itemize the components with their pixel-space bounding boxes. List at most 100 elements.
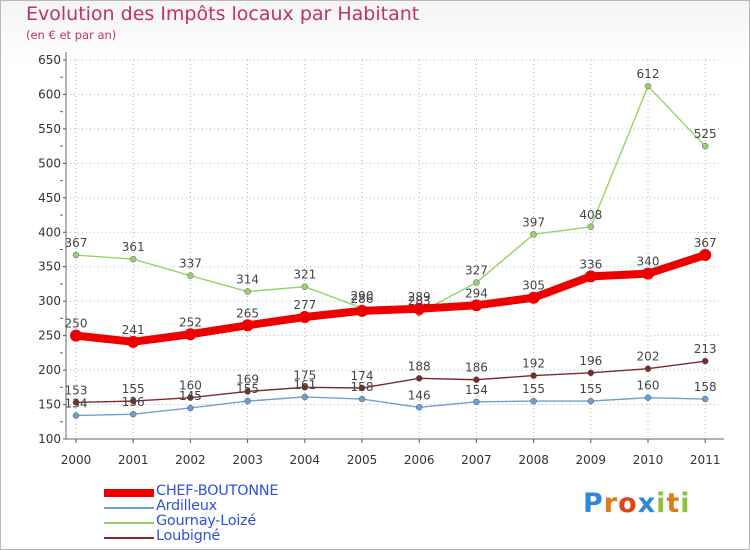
data-point (301, 384, 309, 391)
chart-title: Evolution des Impôts locaux par Habitant (26, 3, 420, 25)
legend-swatch (104, 507, 154, 509)
data-label: 202 (637, 350, 660, 364)
tick-labels: 100 150 200 250 300 350 400 450 500 550 600 650 2000… (38, 53, 720, 467)
x-tick-label: 2009 (576, 453, 607, 467)
data-point (187, 272, 194, 279)
data-point (587, 223, 595, 231)
chart-subtitle: (en € et par an) (26, 28, 117, 42)
data-label: 250 (65, 317, 88, 331)
x-tick-label: 2008 (518, 453, 549, 467)
x-tick-label: 2005 (347, 453, 378, 467)
data-label: 290 (351, 289, 374, 303)
axes (60, 52, 724, 443)
series-lines (72, 85, 710, 417)
data-label: 175 (293, 368, 316, 382)
data-point (530, 372, 537, 379)
data-label: 158 (351, 380, 374, 394)
y-tick-label: 500 (38, 156, 61, 170)
data-label: 196 (579, 354, 602, 368)
series-line-loubign- (75, 360, 706, 404)
data-label: 252 (179, 315, 202, 329)
y-tick-label: 150 (38, 398, 61, 412)
data-label: 294 (465, 286, 488, 300)
data-point (301, 393, 309, 401)
data-point (72, 251, 80, 259)
data-label: 146 (408, 388, 431, 402)
data-point (129, 397, 137, 405)
data-point (415, 375, 423, 382)
data-point (187, 394, 194, 401)
data-label: 160 (179, 379, 202, 393)
y-tick-label: 100 (38, 432, 61, 446)
data-label: 155 (579, 382, 602, 396)
y-tick-label: 300 (38, 294, 61, 308)
data-label: 337 (179, 257, 202, 271)
series-line-chef-boutonne (72, 251, 710, 346)
data-point (644, 365, 652, 372)
data-label: 169 (236, 372, 259, 386)
data-point (244, 288, 251, 295)
series-line-ardilleux (75, 396, 706, 417)
data-point (70, 329, 82, 342)
data-point (358, 384, 366, 392)
legend-swatch (104, 522, 154, 524)
data-point (415, 404, 423, 411)
data-point (244, 388, 251, 395)
y-tick-label: 650 (38, 53, 61, 67)
data-label: 134 (65, 397, 88, 411)
data-label: 305 (522, 279, 545, 293)
data-label: 213 (694, 342, 717, 356)
data-label: 340 (637, 255, 660, 269)
legend-label: Gournay-Loizé (156, 513, 256, 529)
data-point (356, 304, 368, 317)
proxiti-logo: Proxiti (583, 488, 691, 519)
legend-label: CHEF-BOUTONNE (156, 483, 279, 499)
data-label: 336 (579, 257, 602, 271)
data-label: 367 (65, 236, 88, 250)
data-label: 612 (637, 67, 660, 81)
data-label: 155 (236, 382, 259, 396)
data-label: 314 (236, 273, 259, 287)
data-point (530, 397, 537, 405)
data-point (587, 397, 595, 405)
data-point (184, 328, 197, 341)
data-label: 321 (293, 268, 316, 282)
data-point (473, 376, 480, 383)
legend-label: Loubigné (156, 528, 221, 544)
legend-label: Ardilleux (156, 498, 217, 514)
data-label: 158 (694, 380, 717, 394)
data-label: 174 (351, 369, 374, 383)
legend-swatch (104, 489, 154, 497)
x-tick-label: 2004 (290, 453, 321, 467)
x-tick-label: 2000 (61, 453, 92, 467)
data-label: 188 (408, 359, 431, 373)
data-label: 161 (293, 378, 316, 392)
data-label: 186 (465, 361, 488, 375)
x-tick-label: 2006 (404, 453, 435, 467)
data-label: 155 (122, 382, 145, 396)
data-point (530, 231, 537, 238)
y-tick-label: 200 (38, 363, 61, 377)
x-tick-label: 2003 (232, 453, 263, 467)
data-label: 283 (408, 294, 431, 308)
data-point (127, 335, 140, 348)
y-tick-label: 450 (38, 191, 61, 205)
x-tick-label: 2010 (633, 453, 664, 467)
data-labels: 134 136 145 155 161 158 146 154 155 155 160 158 367 3… (65, 67, 717, 410)
x-tick-label: 2007 (461, 453, 492, 467)
data-point (187, 404, 194, 412)
data-point (644, 394, 652, 401)
data-point (129, 410, 137, 418)
x-tick-label: 2001 (118, 453, 149, 467)
data-point (298, 311, 311, 324)
data-point (587, 369, 595, 377)
data-point (701, 142, 709, 150)
data-label: 145 (179, 389, 202, 403)
data-label: 241 (122, 323, 145, 337)
data-point (584, 270, 597, 283)
data-point (358, 395, 366, 403)
data-label: 265 (236, 306, 259, 320)
y-tick-label: 250 (38, 329, 61, 343)
y-tick-label: 350 (38, 260, 61, 274)
